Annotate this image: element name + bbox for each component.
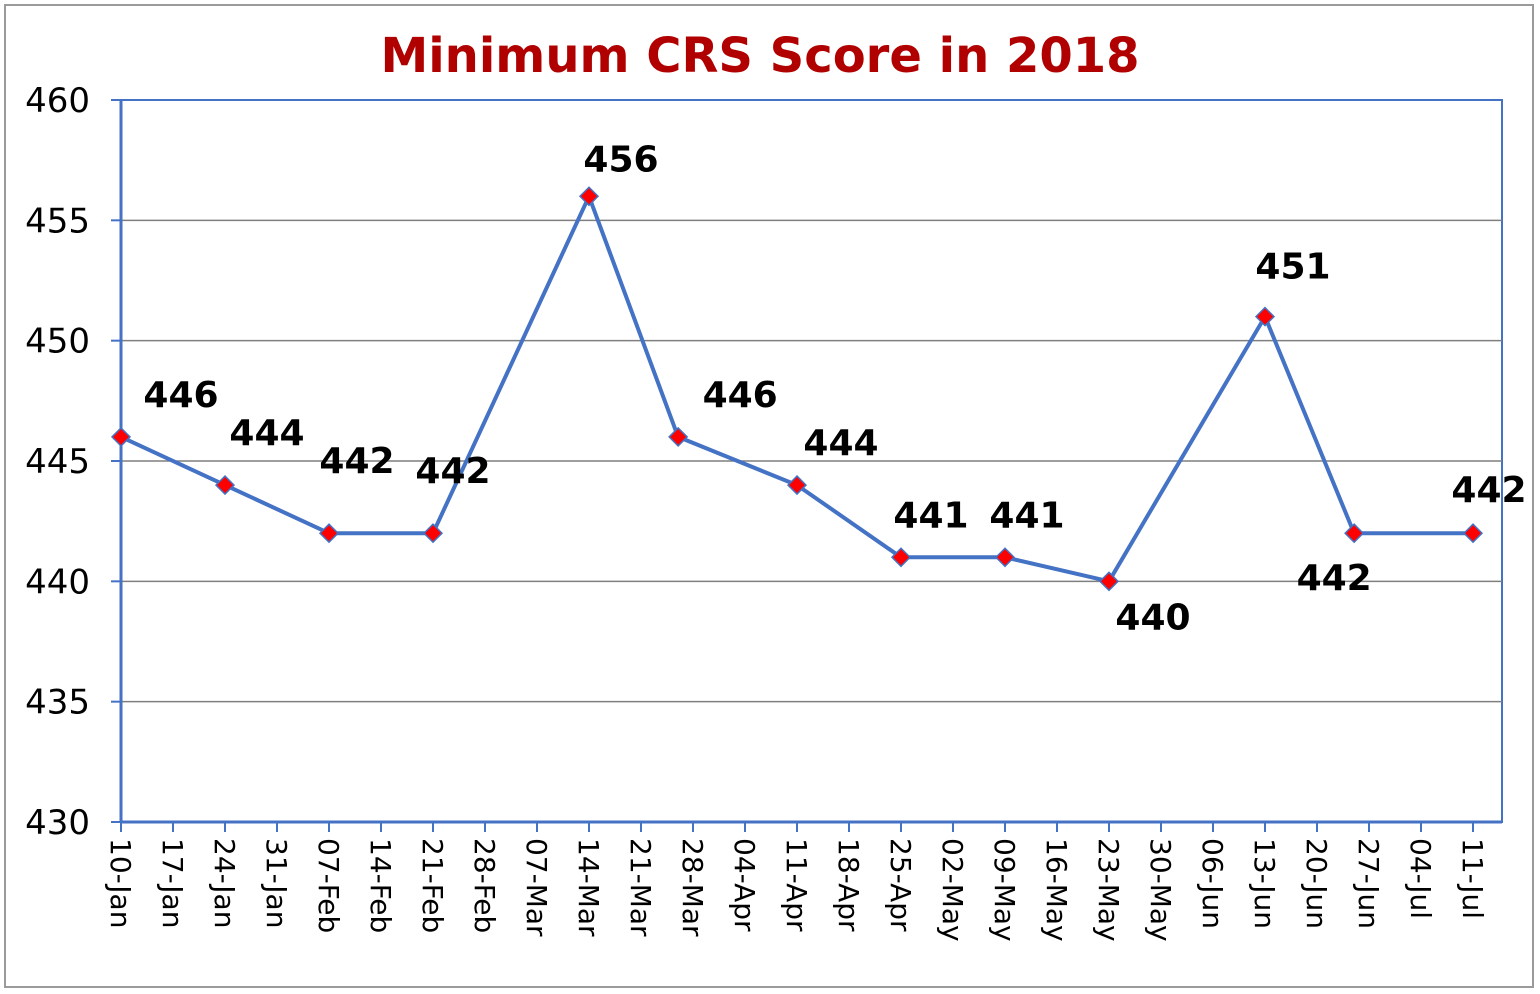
x-tick-label: 24-Jan [208, 838, 241, 928]
data-label: 446 [143, 375, 218, 416]
x-tick-label: 18-Apr [832, 838, 865, 932]
y-tick-label: 440 [25, 562, 90, 602]
data-point-marker [786, 475, 808, 496]
y-tick-label: 450 [25, 322, 90, 362]
x-tick-label: 07-Mar [520, 838, 553, 937]
x-tick-label: 11-Apr [780, 838, 813, 932]
x-tick-label: 14-Feb [364, 838, 397, 933]
x-tick-label: 25-Apr [884, 838, 917, 932]
x-tick-label: 21-Mar [624, 838, 657, 937]
data-point-marker [668, 426, 689, 447]
x-tick-label: 28-Mar [676, 838, 709, 937]
data-label: 444 [229, 413, 304, 454]
x-tick-label: 30-May [1144, 838, 1177, 942]
data-label: 442 [415, 451, 490, 492]
data-point-marker [422, 523, 444, 544]
x-tick-label: 23-May [1092, 838, 1125, 942]
data-point-marker [1254, 306, 1276, 327]
data-point-marker [1098, 571, 1120, 592]
x-tick-label: 17-Jan [156, 838, 189, 928]
x-tick-label: 09-May [988, 838, 1021, 942]
data-point-marker [110, 426, 132, 447]
x-tick-label: 31-Jan [260, 838, 293, 928]
y-tick-label: 435 [25, 683, 90, 723]
data-point-marker [214, 475, 236, 496]
x-tick-label: 21-Feb [416, 838, 449, 933]
data-label: 451 [1255, 247, 1330, 288]
x-tick-label: 16-May [1040, 838, 1073, 942]
x-tick-label: 20-Jun [1300, 838, 1333, 929]
chart-frame [4, 4, 1534, 988]
data-point-marker [994, 547, 1016, 568]
data-label: 441 [989, 495, 1064, 536]
chart-title: Minimum CRS Score in 2018 [380, 28, 1139, 84]
data-label: 444 [803, 423, 878, 464]
y-tick-label: 455 [25, 201, 90, 241]
data-label: 446 [703, 375, 778, 416]
x-tick-label: 28-Feb [468, 838, 501, 933]
data-point-marker [890, 547, 912, 568]
data-point-marker [578, 186, 600, 207]
data-label: 456 [583, 139, 658, 180]
x-tick-label: 07-Feb [312, 838, 345, 933]
x-tick-label: 04-Apr [728, 838, 761, 932]
data-label: 442 [1451, 470, 1526, 511]
data-label: 442 [319, 441, 394, 482]
x-tick-label: 06-Jun [1196, 838, 1229, 929]
x-tick-label: 04-Jul [1404, 838, 1437, 919]
x-tick-label: 13-Jun [1248, 838, 1281, 929]
x-tick-label: 14-Mar [572, 838, 605, 937]
y-tick-label: 460 [25, 81, 90, 121]
y-tick-label: 445 [25, 442, 90, 482]
data-label: 440 [1115, 597, 1190, 638]
x-tick-label: 27-Jun [1352, 838, 1385, 929]
data-point-marker [1344, 523, 1365, 544]
x-tick-label: 02-May [936, 838, 969, 942]
data-label: 441 [893, 495, 968, 536]
data-point-marker [1462, 523, 1484, 544]
data-point-marker [318, 523, 340, 544]
x-tick-label: 10-Jan [104, 838, 137, 928]
y-tick-label: 430 [25, 803, 90, 843]
x-tick-label: 11-Jul [1456, 838, 1489, 919]
data-label: 442 [1297, 558, 1372, 599]
